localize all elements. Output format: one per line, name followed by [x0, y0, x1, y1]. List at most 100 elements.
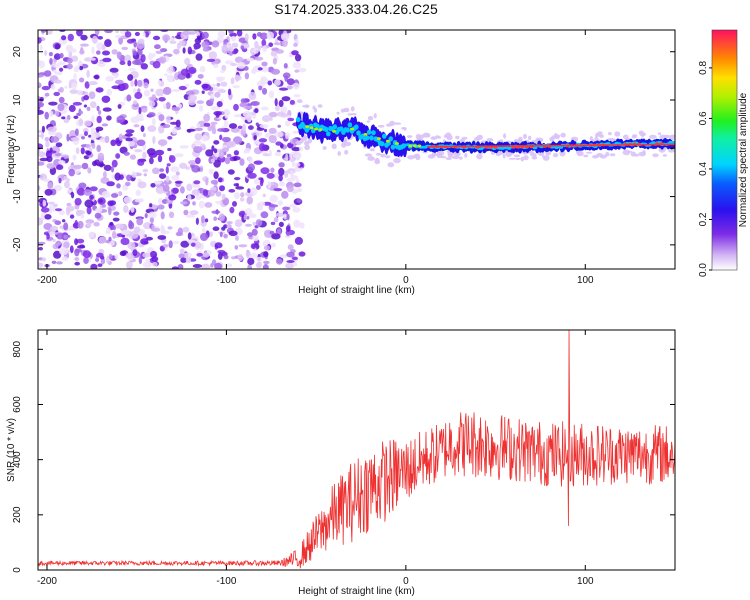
noise-blob [32, 182, 37, 189]
noise-blob [113, 73, 119, 79]
noise-blob [133, 124, 140, 128]
noise-blob [166, 163, 171, 167]
spectrogram-x-axis-label: Height of straight line (km) [298, 285, 415, 296]
band-peak-blob [408, 144, 413, 148]
noise-blob [147, 52, 154, 61]
noise-blob [73, 164, 83, 169]
noise-blob [66, 202, 72, 207]
noise-blob [231, 42, 239, 48]
band-halo-blob [373, 113, 377, 119]
noise-blob [188, 67, 197, 74]
noise-blob [132, 100, 138, 105]
noise-blob [255, 122, 259, 126]
noise-blob [33, 131, 37, 138]
noise-blob [96, 163, 106, 167]
noise-blob [169, 65, 173, 73]
noise-blob [277, 124, 282, 128]
noise-blob [223, 233, 228, 239]
noise-blob [220, 81, 228, 87]
noise-blob [185, 90, 195, 96]
noise-blob [217, 89, 227, 94]
noise-blob [157, 80, 162, 85]
noise-blob [109, 239, 115, 246]
noise-blob [203, 122, 211, 127]
noise-blob [260, 77, 269, 85]
figure-title: S174.2025.333.04.26.C25 [274, 1, 438, 17]
noise-blob [109, 221, 114, 226]
noise-blob [115, 223, 125, 229]
noise-blob [142, 151, 147, 160]
noise-blob [171, 266, 179, 269]
noise-blob [120, 229, 130, 236]
noise-blob [285, 135, 289, 140]
band-halo-blob [403, 127, 407, 131]
noise-blob [299, 222, 305, 229]
noise-blob [267, 181, 272, 189]
noise-blob [79, 65, 83, 71]
noise-blob [292, 207, 301, 213]
noise-blob [33, 153, 36, 157]
noise-blob [182, 226, 190, 233]
noise-blob [226, 221, 233, 225]
noise-blob [125, 129, 135, 134]
noise-blob [89, 57, 96, 61]
noise-blob [59, 52, 64, 59]
noise-blob [262, 45, 267, 53]
band-halo-blob [445, 157, 452, 161]
noise-blob [292, 82, 300, 90]
band-halo-blob [393, 158, 401, 164]
noise-blob [157, 235, 167, 240]
band-peak-blob [309, 126, 314, 130]
noise-blob [83, 104, 87, 108]
noise-blob [270, 50, 278, 57]
noise-blob [143, 82, 149, 89]
band-halo-blob [608, 131, 612, 136]
noise-blob [59, 67, 64, 72]
noise-blob [247, 172, 257, 179]
noise-blob [133, 40, 137, 48]
noise-blob [90, 133, 97, 141]
noise-blob [215, 112, 220, 118]
spectrogram-y-tick-label: -20 [12, 237, 23, 252]
band-halo-blob [350, 106, 355, 112]
noise-blob [97, 36, 103, 40]
noise-blob [264, 128, 267, 133]
noise-blob [89, 194, 94, 200]
band-halo-blob [407, 155, 415, 160]
noise-blob [76, 238, 85, 244]
band-halo-blob [502, 153, 506, 159]
noise-blob [232, 201, 237, 207]
band-mid-blob [345, 127, 351, 133]
noise-blob [202, 47, 210, 52]
noise-blob [127, 241, 136, 250]
noise-blob [204, 218, 209, 223]
noise-blob [171, 174, 180, 181]
noise-blob [255, 219, 263, 227]
noise-blob [234, 75, 242, 81]
noise-blob [228, 123, 238, 129]
noise-blob [72, 154, 77, 161]
noise-blob [56, 261, 63, 265]
noise-blob [238, 244, 248, 248]
noise-blob [166, 199, 174, 204]
noise-blob [74, 248, 80, 257]
band-peak-blob [350, 127, 354, 131]
noise-blob [147, 125, 157, 132]
noise-blob [137, 79, 143, 87]
noise-blob [179, 248, 185, 254]
noise-blob [142, 133, 146, 138]
noise-blob [55, 208, 62, 212]
noise-blob [230, 77, 235, 85]
band-peak-blob [318, 128, 323, 132]
band-mid-blob [332, 124, 338, 130]
noise-blob [106, 181, 115, 187]
noise-blob [84, 199, 94, 208]
noise-blob [54, 53, 61, 60]
band-halo-blob [435, 135, 440, 138]
noise-blob [157, 155, 163, 163]
band-peak-blob [305, 125, 310, 128]
band-halo-blob [514, 157, 521, 160]
noise-blob [196, 123, 201, 128]
band-halo-blob [459, 156, 463, 160]
noise-blob [187, 232, 192, 240]
